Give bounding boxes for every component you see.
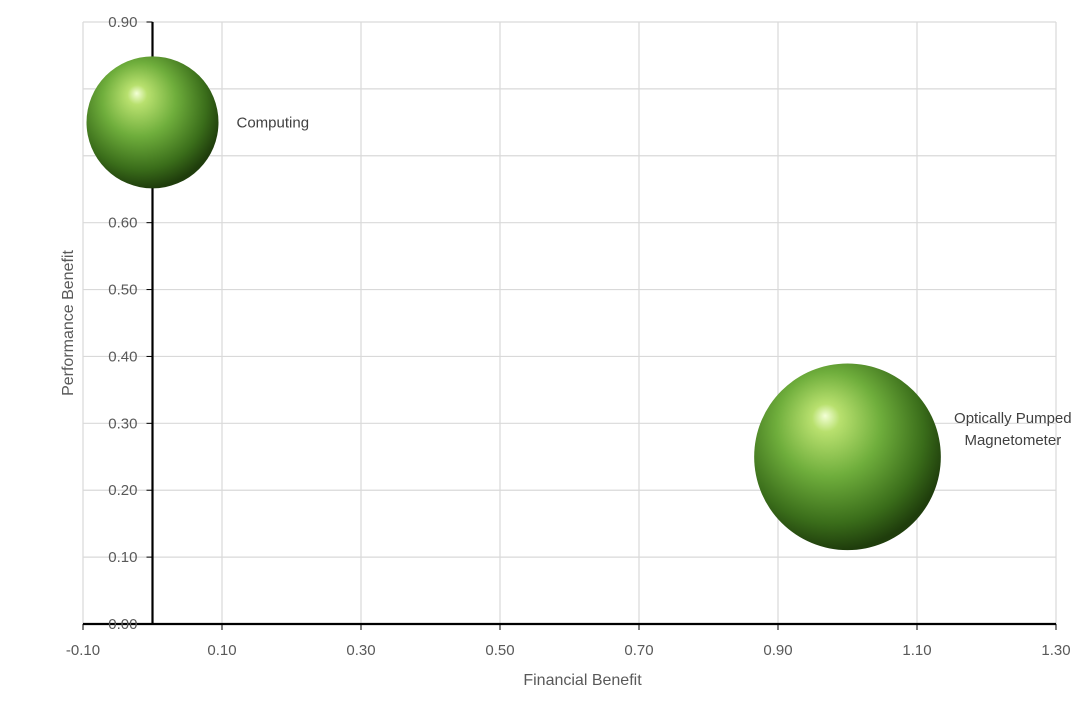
x-tick-label: 0.50	[485, 642, 514, 659]
x-tick-label: 1.10	[902, 642, 931, 659]
axes	[82, 21, 1057, 630]
bubble-label: Optically Pumped	[954, 410, 1072, 427]
bubble	[754, 363, 941, 551]
x-tick-label: -0.10	[66, 642, 100, 659]
x-tick-label: 0.90	[763, 642, 792, 659]
bubble	[86, 56, 219, 189]
y-tick-label: 0.10	[108, 549, 137, 566]
x-tick-label: 1.30	[1041, 642, 1070, 659]
bubbles	[86, 56, 941, 551]
grid	[82, 21, 1057, 625]
bubble-label: Computing	[237, 114, 310, 131]
bubble-label: Magnetometer	[964, 432, 1061, 449]
x-tick-label: 0.10	[207, 642, 236, 659]
y-tick-label: 0.90	[108, 14, 137, 31]
y-axis-title: Performance Benefit	[60, 250, 77, 396]
x-tick-label: 0.30	[346, 642, 375, 659]
bubble-labels: Computing Optically Pumped Magnetometer	[237, 114, 1072, 448]
y-tick-label: 0.20	[108, 482, 137, 499]
y-tick-label: 0.30	[108, 415, 137, 432]
y-tick-label: 0.60	[108, 215, 137, 232]
x-tick-label: 0.70	[624, 642, 653, 659]
y-tick-label: 0.00	[108, 616, 137, 633]
y-tick-label: 0.40	[108, 348, 137, 365]
x-axis-title: Financial Benefit	[523, 672, 642, 689]
y-tick-label: 0.50	[108, 282, 137, 299]
